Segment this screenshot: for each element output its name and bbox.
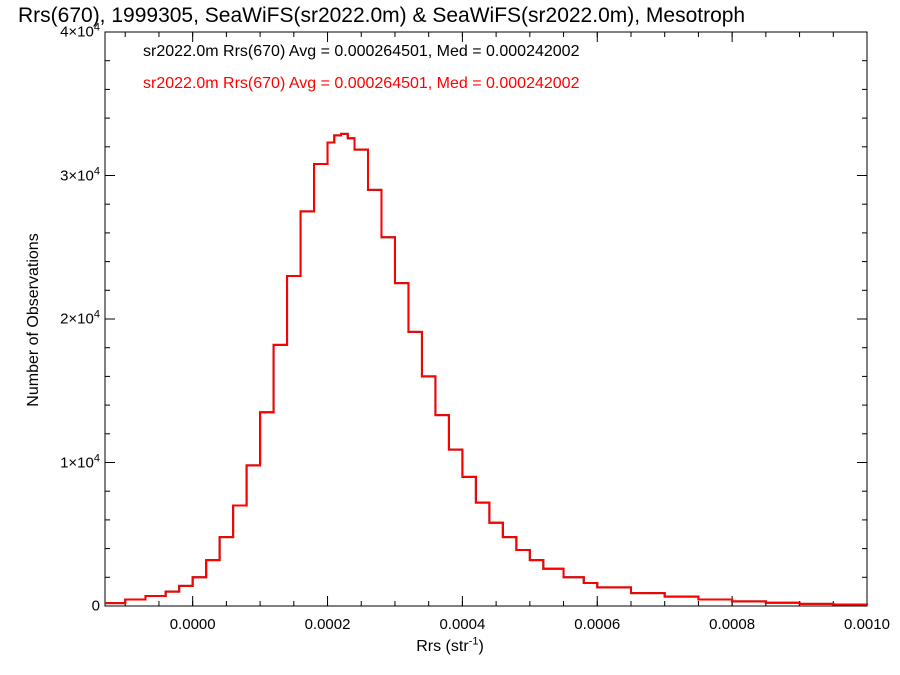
plot-frame <box>104 31 868 607</box>
y-tick-label-base: 3×10 <box>60 167 94 184</box>
x-tick-label: 0.0008 <box>709 616 756 633</box>
legend-entry-black: sr2022.0m Rrs(670) Avg = 0.000264501, Me… <box>143 43 580 60</box>
y-axis-label: Number of Observations <box>25 233 42 407</box>
x-tick-label: 0.0002 <box>304 616 351 633</box>
y-tick-label-exponent: 4 <box>93 452 100 464</box>
y-tick-label: 1×104 <box>60 452 100 472</box>
x-axis-label-close: ) <box>478 638 484 655</box>
series-group <box>105 132 868 606</box>
y-tick-label-exponent: 4 <box>93 308 100 321</box>
chart-title: Rrs(670), 1999305, SeaWiFS(sr2022.0m) & … <box>18 4 746 27</box>
y-tick-label: 0 <box>92 598 100 615</box>
x-tick-label: 0.0010 <box>844 616 890 633</box>
y-tick-label-exponent: 4 <box>93 21 100 34</box>
y-tick-label-base: 4×10 <box>60 23 94 41</box>
tick-marks <box>105 31 868 607</box>
series-line-red <box>105 132 868 606</box>
y-tick-label: 3×104 <box>60 165 100 185</box>
x-axis-label: Rrs (str-1) <box>0 635 900 656</box>
y-tick-label: 2×104 <box>60 308 100 328</box>
series-line-black <box>105 132 868 606</box>
legend-entry-red: sr2022.0m Rrs(670) Avg = 0.000264501, Me… <box>143 75 580 92</box>
y-tick-label-base: 1×10 <box>60 454 94 471</box>
x-tick-label: 0.0000 <box>169 616 216 633</box>
y-tick-label-base: 0 <box>91 597 100 615</box>
y-tick-label-base: 2×10 <box>60 310 94 328</box>
y-tick-label: 4×104 <box>60 21 100 41</box>
x-axis-label-exponent: -1 <box>468 635 479 648</box>
x-tick-label: 0.0006 <box>574 616 621 633</box>
x-tick-label: 0.0004 <box>439 616 486 633</box>
x-axis-label-text: Rrs (str <box>416 638 469 655</box>
y-tick-label-exponent: 4 <box>93 165 100 177</box>
